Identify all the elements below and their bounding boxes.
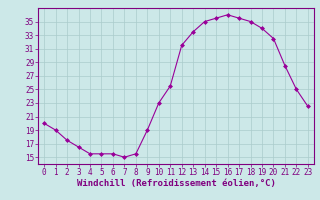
X-axis label: Windchill (Refroidissement éolien,°C): Windchill (Refroidissement éolien,°C) xyxy=(76,179,276,188)
